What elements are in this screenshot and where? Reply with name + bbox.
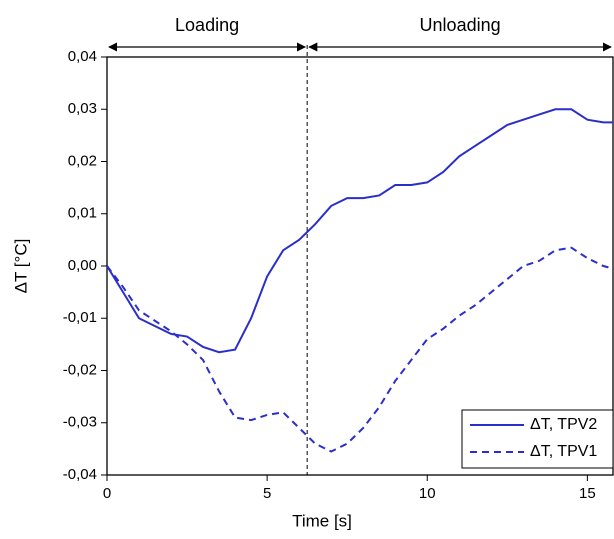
y-tick-label: 0,00 (68, 257, 97, 274)
y-tick-label: 0,02 (68, 152, 97, 169)
data-line (106, 108, 613, 354)
legend-box (461, 409, 614, 469)
y-tick-label: 0,04 (68, 48, 97, 65)
x-tick-label: 5 (263, 485, 271, 502)
x-axis-label: Time [s] (292, 511, 352, 530)
x-tick-label: 0 (103, 485, 111, 502)
y-tick-label: 0,01 (68, 205, 97, 222)
x-tick-label: 15 (579, 485, 596, 502)
data-line (106, 246, 614, 453)
y-tick-label: -0,01 (63, 309, 97, 326)
phase-label: Unloading (420, 15, 501, 35)
y-tick-label: -0,02 (63, 361, 97, 378)
y-tick-label: -0,03 (63, 414, 97, 431)
x-tick-label: 10 (419, 485, 436, 502)
y-tick-label: -0,04 (63, 466, 97, 483)
y-tick-label: 0,03 (68, 100, 97, 117)
y-axis-label: ΔT [°C] (11, 239, 30, 294)
phase-label: Loading (175, 15, 239, 35)
legend-label: ΔT, TPV1 (530, 443, 597, 460)
legend-label: ΔT, TPV2 (530, 416, 597, 433)
